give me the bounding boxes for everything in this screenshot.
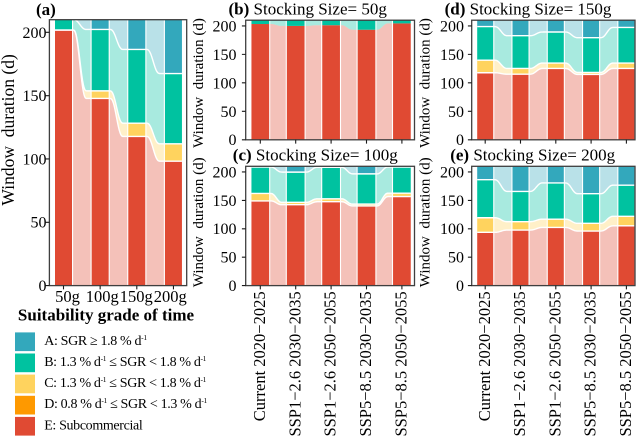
svg-text:Suitability grade of time: Suitability grade of time bbox=[18, 306, 195, 325]
svg-text:100: 100 bbox=[23, 151, 47, 168]
svg-text:E: Subcommercial: E: Subcommercial bbox=[44, 418, 143, 433]
svg-text:100: 100 bbox=[213, 75, 237, 92]
svg-text:Window duration (d): Window duration (d) bbox=[417, 157, 433, 287]
svg-text:150: 150 bbox=[23, 88, 47, 105]
svg-text:100: 100 bbox=[440, 75, 464, 92]
svg-text:(e) Stocking Size= 200g: (e) Stocking Size= 200g bbox=[450, 146, 615, 165]
svg-text:0: 0 bbox=[39, 278, 47, 295]
svg-text:200: 200 bbox=[23, 25, 47, 42]
svg-text:SSP1−2.6 2050−2055: SSP1−2.6 2050−2055 bbox=[545, 291, 564, 436]
svg-text:200g: 200g bbox=[154, 287, 187, 306]
svg-text:200: 200 bbox=[440, 164, 464, 181]
svg-text:50: 50 bbox=[221, 104, 237, 121]
svg-text:0: 0 bbox=[456, 278, 464, 295]
svg-text:150: 150 bbox=[440, 47, 464, 64]
svg-text:Window duration (d): Window duration (d) bbox=[417, 18, 433, 148]
svg-text:50: 50 bbox=[221, 250, 237, 267]
svg-text:50g: 50g bbox=[55, 287, 80, 306]
svg-text:B: 1.3 % d-1 ≤ SGR < 1.8 % d-1: B: 1.3 % d-1 ≤ SGR < 1.8 % d-1 bbox=[44, 354, 206, 370]
svg-text:Current 2020−2025: Current 2020−2025 bbox=[475, 291, 494, 421]
svg-text:(c) Stocking Size= 100g: (c) Stocking Size= 100g bbox=[233, 146, 398, 165]
svg-text:0: 0 bbox=[456, 132, 464, 149]
svg-text:Window duration (d): Window duration (d) bbox=[0, 54, 18, 206]
svg-text:SSP1−2.6 2030−2035: SSP1−2.6 2030−2035 bbox=[285, 291, 304, 436]
svg-text:0: 0 bbox=[229, 278, 237, 295]
svg-text:SSP1−2.6 2050−2055: SSP1−2.6 2050−2055 bbox=[321, 291, 340, 436]
svg-text:SSP5−8.5 2030−2035: SSP5−8.5 2030−2035 bbox=[581, 291, 600, 436]
svg-text:200: 200 bbox=[440, 18, 464, 35]
svg-text:0: 0 bbox=[229, 132, 237, 149]
svg-text:A: SGR ≥ 1.8 % d-1: A: SGR ≥ 1.8 % d-1 bbox=[44, 333, 147, 349]
svg-text:100g: 100g bbox=[86, 287, 119, 306]
svg-text:150: 150 bbox=[213, 193, 237, 210]
svg-text:(a): (a) bbox=[36, 0, 56, 19]
svg-text:SSP5−8.5 2030−2035: SSP5−8.5 2030−2035 bbox=[356, 291, 375, 436]
svg-text:150: 150 bbox=[440, 193, 464, 210]
svg-text:Window duration (d): Window duration (d) bbox=[191, 157, 207, 287]
svg-text:Window duration (d): Window duration (d) bbox=[191, 18, 207, 148]
svg-text:C: 1.3 % d-1 ≤ SGR < 1.8 % d-1: C: 1.3 % d-1 ≤ SGR < 1.8 % d-1 bbox=[44, 375, 206, 391]
svg-text:50: 50 bbox=[448, 104, 464, 121]
svg-text:150: 150 bbox=[213, 47, 237, 64]
svg-text:(b) Stocking Size= 50g: (b) Stocking Size= 50g bbox=[229, 0, 388, 19]
svg-text:100: 100 bbox=[213, 221, 237, 238]
svg-text:(d) Stocking Size= 150g: (d) Stocking Size= 150g bbox=[445, 0, 612, 19]
svg-text:D: 0.8 % d-1 ≤ SGR < 1.3 % d-1: D: 0.8 % d-1 ≤ SGR < 1.3 % d-1 bbox=[44, 396, 207, 412]
svg-text:Current 2020−2025: Current 2020−2025 bbox=[250, 291, 269, 421]
svg-text:200: 200 bbox=[213, 164, 237, 181]
svg-text:SSP1−2.6 2030−2035: SSP1−2.6 2030−2035 bbox=[510, 291, 529, 436]
svg-text:SSP5−8.5 2050−2055: SSP5−8.5 2050−2055 bbox=[616, 291, 635, 436]
svg-text:SSP5−8.5 2050−2055: SSP5−8.5 2050−2055 bbox=[392, 291, 411, 436]
svg-text:150g: 150g bbox=[120, 287, 153, 306]
svg-text:50: 50 bbox=[31, 215, 47, 232]
svg-text:100: 100 bbox=[440, 221, 464, 238]
svg-text:200: 200 bbox=[213, 18, 237, 35]
svg-text:50: 50 bbox=[448, 250, 464, 267]
